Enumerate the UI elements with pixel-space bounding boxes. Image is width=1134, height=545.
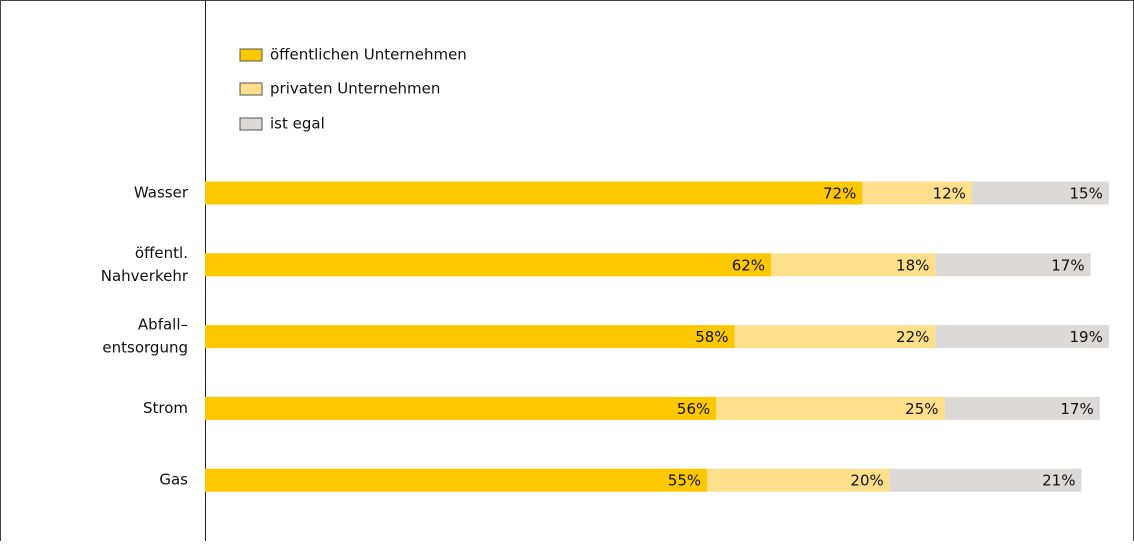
- legend-label: öffentlichen Unternehmen: [270, 46, 467, 64]
- data-label: 62%: [732, 256, 765, 274]
- data-label: 17%: [1060, 400, 1093, 418]
- data-label: 25%: [905, 400, 938, 418]
- bar-segment: [862, 181, 972, 205]
- y-tick-label: öffentl.: [135, 244, 188, 262]
- y-tick-label: Gas: [159, 471, 188, 489]
- data-label: 56%: [677, 400, 710, 418]
- bar-segment: [205, 325, 735, 349]
- legend-label: ist egal: [270, 115, 325, 133]
- bar-segment: [205, 396, 717, 420]
- data-label: 58%: [695, 328, 728, 346]
- bar-segment: [205, 181, 863, 205]
- legend-swatch: [239, 82, 263, 96]
- bar-segment: [889, 468, 1082, 492]
- data-label: 12%: [933, 185, 966, 203]
- data-label: 17%: [1051, 256, 1084, 274]
- y-tick-label: Nahverkehr: [101, 267, 189, 285]
- bar-segment: [716, 396, 945, 420]
- bar-segment: [205, 468, 708, 492]
- y-tick-label: entsorgung: [102, 339, 188, 357]
- data-label: 21%: [1042, 472, 1075, 490]
- bar-segment: [971, 181, 1109, 205]
- bar-segment: [935, 253, 1091, 277]
- data-label: 19%: [1070, 328, 1103, 346]
- bar-segment: [734, 325, 936, 349]
- bar-segment: [771, 253, 936, 277]
- bar-segment: [944, 396, 1100, 420]
- y-tick-label: Abfall–: [138, 316, 188, 334]
- y-tick-label: Wasser: [134, 184, 189, 202]
- legend-swatch: [239, 48, 263, 62]
- bar-segment: [707, 468, 890, 492]
- data-label: 15%: [1070, 185, 1103, 203]
- legend-label: privaten Unternehmen: [270, 80, 440, 98]
- bar-segment: [205, 253, 772, 277]
- legend-swatch: [239, 117, 263, 131]
- y-tick-label: Strom: [143, 399, 188, 417]
- data-label: 22%: [896, 328, 929, 346]
- data-label: 20%: [850, 472, 883, 490]
- data-label: 55%: [668, 472, 701, 490]
- data-label: 18%: [896, 256, 929, 274]
- data-label: 72%: [823, 185, 856, 203]
- bar-segment: [935, 325, 1109, 349]
